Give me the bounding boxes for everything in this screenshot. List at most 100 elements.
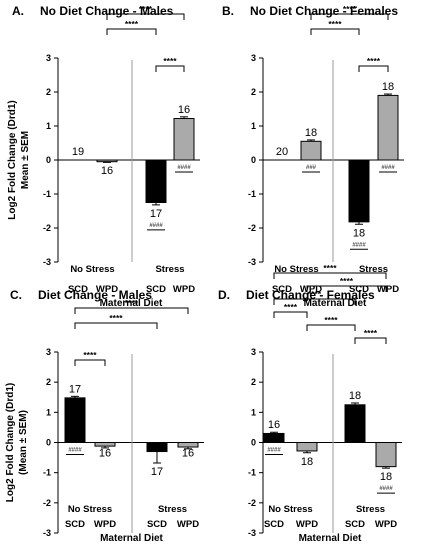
panel-d: D. Diet Change - Females-3-2-1012316####1… <box>218 263 402 544</box>
y-axis-label-line2: Mean ± SEM <box>20 131 31 189</box>
n-label: 16 <box>99 448 111 460</box>
group-label-stress: Stress <box>158 504 187 515</box>
comparison-bracket <box>354 337 387 344</box>
y-axis-label: Log2 Fold Change (Drd1) <box>5 383 16 502</box>
y-tick-label: -1 <box>248 189 256 199</box>
group-label-no-stress: No Stress <box>274 264 318 275</box>
comparison-stars: **** <box>139 4 153 14</box>
x-axis-label: Maternal Diet <box>304 298 367 309</box>
bar <box>263 432 285 444</box>
comparison-stars: **** <box>343 4 357 14</box>
comparison-stars: **** <box>367 56 381 66</box>
n-label: 17 <box>69 383 81 395</box>
y-tick-label: 2 <box>251 87 256 97</box>
bar <box>146 442 168 453</box>
comparison-bracket <box>74 322 158 329</box>
y-tick-label: 0 <box>251 438 256 448</box>
comparison-bracket <box>74 307 189 314</box>
panel-c: C. Diet Change - Males -3 -2 -1 0 1 2 3 Log2 Fold… <box>5 288 204 544</box>
y-tick-label: 0 <box>251 155 256 165</box>
y-tick-label: -2 <box>43 223 51 233</box>
comparison-bracket <box>106 28 157 35</box>
significance-mark: #### <box>352 242 366 248</box>
comparison-stars: **** <box>328 19 342 29</box>
comparison-bracket <box>358 65 389 72</box>
bar <box>64 397 86 443</box>
x-tick-label: WPD <box>94 519 116 530</box>
y-tick-label: 3 <box>251 53 256 63</box>
x-tick-label: SCD <box>68 284 88 295</box>
panel-letter: D. <box>218 288 230 302</box>
y-tick-label: 0 <box>46 438 51 448</box>
comparison-bracket <box>106 13 185 20</box>
x-tick-label: WPD <box>377 284 399 295</box>
group-label-stress: Stress <box>356 504 385 515</box>
y-tick-label: 1 <box>46 121 51 131</box>
comparison-bracket <box>310 13 389 20</box>
bar <box>177 442 199 448</box>
x-tick-label: SCD <box>146 284 166 295</box>
n-label: 18 <box>353 227 365 239</box>
y-tick-label: 1 <box>251 407 256 417</box>
n-label: 18 <box>349 390 361 402</box>
bar <box>348 159 370 223</box>
x-tick-label: SCD <box>147 519 167 530</box>
panel-letter: B. <box>222 4 234 18</box>
n-label: 17 <box>150 208 162 220</box>
n-label: 18 <box>305 127 317 139</box>
y-axis-label-line2: (Mean ± SEM) <box>18 410 29 475</box>
x-tick-label: SCD <box>65 519 85 530</box>
comparison-bracket <box>273 311 308 318</box>
panel-b: B. No Diet Change - Females -3 -2 -1 0 1 2 3 20 18… <box>222 4 404 309</box>
significance-mark: #### <box>68 448 82 454</box>
significance-mark: #### <box>267 448 281 454</box>
n-label: 18 <box>380 471 392 483</box>
y-tick-label: -3 <box>248 257 256 267</box>
significance-mark: #### <box>381 165 395 171</box>
bar <box>96 159 118 163</box>
n-label: 16 <box>101 165 113 177</box>
group-label-no-stress: No Stress <box>268 504 312 515</box>
bar <box>375 442 397 468</box>
x-tick-label: WPD <box>296 519 318 530</box>
x-tick-label: SCD <box>272 284 292 295</box>
n-label: 18 <box>382 81 394 93</box>
comparison-stars: **** <box>83 350 97 360</box>
n-label: 20 <box>276 146 288 158</box>
x-tick-label: WPD <box>300 284 322 295</box>
y-tick-label: -3 <box>248 528 256 538</box>
y-tick-label: 0 <box>46 155 51 165</box>
n-label: 17 <box>151 466 163 478</box>
comparison-bracket <box>306 285 387 292</box>
y-tick-label: -3 <box>43 528 51 538</box>
y-tick-label: -1 <box>43 189 51 199</box>
x-tick-label: SCD <box>264 519 284 530</box>
y-tick-label: -2 <box>248 223 256 233</box>
panel-letter: A. <box>12 4 24 18</box>
bar <box>296 442 318 452</box>
y-tick-label: 2 <box>46 377 51 387</box>
significance-mark: ### <box>306 165 317 171</box>
n-label: 16 <box>182 448 194 460</box>
comparison-stars: **** <box>323 263 337 273</box>
y-axis-label: Log2 Fold Change (Drd1) <box>7 100 18 219</box>
comparison-bracket <box>74 359 106 366</box>
x-tick-label: WPD <box>375 519 397 530</box>
comparison-stars: **** <box>308 289 322 299</box>
n-label: 19 <box>72 146 84 158</box>
comparison-bracket <box>155 65 185 72</box>
x-tick-label: WPD <box>96 284 118 295</box>
group-label-no-stress: No Stress <box>68 504 112 515</box>
x-tick-label: SCD <box>345 519 365 530</box>
y-tick-label: 2 <box>251 377 256 387</box>
x-axis-label: Maternal Diet <box>100 298 163 309</box>
significance-mark: #### <box>379 486 393 492</box>
comparison-bracket <box>306 324 356 331</box>
group-label-stress: Stress <box>155 264 184 275</box>
comparison-stars: **** <box>340 276 354 286</box>
y-tick-label: 3 <box>46 53 51 63</box>
comparison-stars: **** <box>125 19 139 29</box>
n-label: 16 <box>268 419 280 431</box>
